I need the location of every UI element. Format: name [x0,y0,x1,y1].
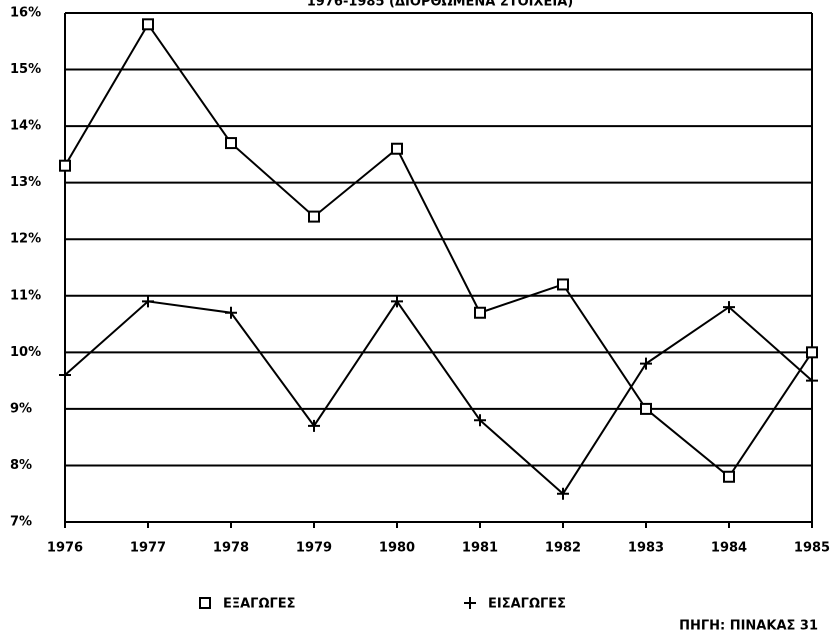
legend-label: ΕΞΑΓΩΓΕΣ [223,597,296,612]
y-tick-label: 15% [10,62,41,77]
chart-title: 1976-1985 (ΔΙΟΡΘΩΜΕΝΑ ΣΤΟΙΧΕΙΑ) [307,0,573,10]
data-point [474,414,486,427]
data-point [142,295,154,308]
x-tick-label: 1983 [628,541,664,556]
x-tick-label: 1980 [379,541,415,556]
y-tick-label: 9% [10,401,32,416]
data-point [391,142,403,155]
y-tick-label: 10% [10,345,41,360]
data-point [225,306,237,319]
y-tick-label: 12% [10,232,41,247]
data-point [225,137,237,150]
x-tick-label: 1977 [130,541,166,556]
x-tick-label: 1984 [711,541,747,556]
data-point [142,18,154,31]
y-tick-label: 8% [10,458,32,473]
x-tick-label: 1981 [462,541,498,556]
data-point [59,368,71,381]
data-point [806,346,818,359]
series-line [64,22,813,479]
x-tick-label: 1976 [47,541,83,556]
y-tick-label: 13% [10,175,41,190]
data-point [308,210,320,223]
data-point [557,278,569,291]
y-tick-label: 14% [10,119,41,134]
data-point [640,357,652,370]
data-point [308,419,320,432]
legend-marker [464,597,476,609]
data-point [806,374,818,387]
legend-marker [199,597,211,609]
x-tick-label: 1979 [296,541,332,556]
legend-label: ΕΙΣΑΓΩΓΕΣ [488,597,566,612]
data-point [557,487,569,500]
data-point [59,159,71,172]
data-point [723,301,735,314]
y-tick-label: 16% [10,6,41,21]
data-point [640,402,652,415]
y-tick-label: 7% [10,515,32,530]
x-tick-label: 1985 [794,541,830,556]
data-point [474,306,486,319]
source-note: ΠΗΓΗ: ΠΙΝΑΚΑΣ 31 [679,619,818,634]
data-point [723,470,735,483]
series-line [64,299,813,496]
y-tick-label: 11% [10,288,41,303]
x-tick-label: 1978 [213,541,249,556]
x-tick-label: 1982 [545,541,581,556]
data-point [391,295,403,308]
